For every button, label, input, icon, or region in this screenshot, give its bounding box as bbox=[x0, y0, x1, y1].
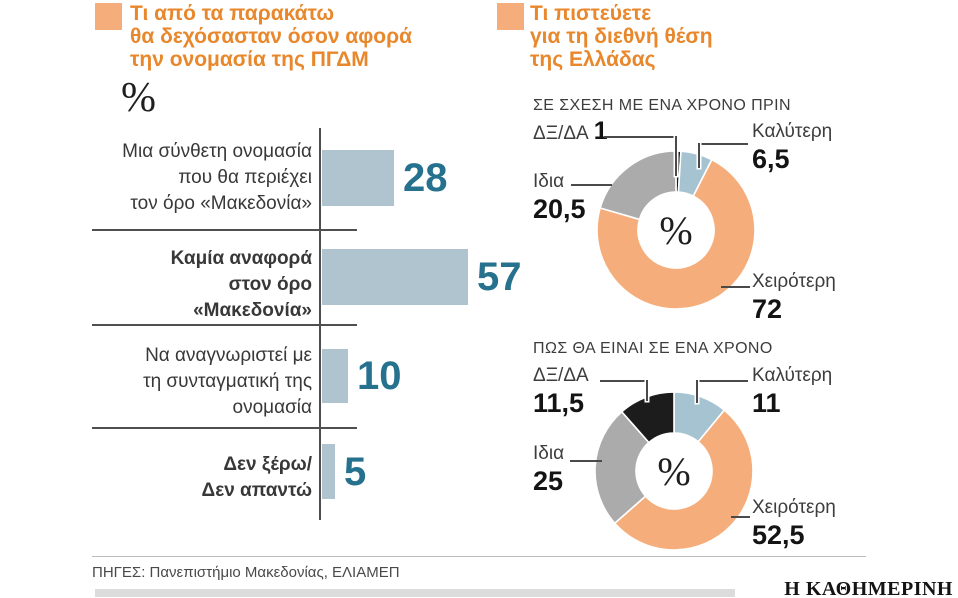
footer-gray-bar bbox=[95, 589, 735, 597]
slice-value: 72 bbox=[752, 294, 783, 324]
bar-value: 28 bbox=[403, 156, 448, 200]
callout-line bbox=[570, 460, 602, 462]
bar-value: 57 bbox=[477, 255, 522, 299]
donut-chart-year-ahead bbox=[594, 391, 754, 551]
bar-dont-know bbox=[322, 444, 335, 499]
slice-label: Καλύτερη bbox=[752, 121, 833, 142]
donut-slice bbox=[613, 409, 754, 551]
slice-label: Καλύτερη bbox=[752, 365, 833, 386]
donut-slice bbox=[594, 410, 650, 525]
bar-constitutional-name bbox=[322, 349, 348, 403]
slice-label: Χειρότερη bbox=[752, 271, 836, 292]
right-title-bullet-square bbox=[497, 3, 524, 30]
slice-value: 11 bbox=[752, 388, 781, 418]
bar-label-constitutional-name: Να αναγνωριστεί με τη συνταγματική της ο… bbox=[143, 345, 312, 418]
callout-line bbox=[721, 286, 750, 288]
donut2-heading: ΠΩΣ ΘΑ ΕΙΝΑΙ ΣΕ ΕΝΑ ΧΡΟΝΟ bbox=[533, 340, 773, 357]
bar-row: 57 bbox=[322, 249, 522, 305]
bar-row: 10 bbox=[322, 349, 402, 403]
donut-slice bbox=[596, 158, 756, 310]
callout-line bbox=[696, 380, 698, 403]
callout-line bbox=[604, 136, 676, 138]
left-chart-title: Τι από τα παρακάτω θα δεχόσασταν όσον αφ… bbox=[130, 2, 413, 71]
bar-no-reference bbox=[322, 249, 468, 305]
slice-label: Ιδια bbox=[533, 171, 565, 192]
callout-line bbox=[600, 380, 647, 382]
sources-text: ΠΗΓΕΣ: Πανεπιστήμιο Μακεδονίας, ΕΛΙΑΜΕΠ bbox=[92, 564, 400, 581]
slice-value: 25 bbox=[533, 466, 564, 496]
callout-line bbox=[699, 143, 748, 145]
slice-value: 11,5 bbox=[533, 388, 585, 418]
slice-label: Ιδια bbox=[533, 443, 565, 464]
donut2-callout-worse: Χειρότερη 52,5 bbox=[752, 497, 836, 551]
callout-line bbox=[675, 136, 677, 176]
slice-value: 52,5 bbox=[752, 520, 805, 550]
slice-label: ΔΞ/ΔΑ bbox=[533, 123, 589, 144]
slice-label: ΔΞ/ΔΑ bbox=[533, 365, 589, 386]
bar-value: 5 bbox=[344, 449, 367, 494]
donut-slice bbox=[620, 391, 675, 444]
slice-value: 6,5 bbox=[752, 144, 790, 174]
left-title-bullet-square bbox=[95, 3, 122, 30]
right-charts-title: Τι πιστεύετε για τη διεθνή θέση της Ελλά… bbox=[530, 2, 713, 71]
row-separator bbox=[92, 229, 357, 231]
donut2-callout-better: Καλύτερη 11 bbox=[752, 365, 833, 419]
row-separator bbox=[92, 324, 357, 326]
donut1-callout-same: Ιδια 20,5 bbox=[533, 171, 586, 225]
callout-line bbox=[571, 184, 612, 186]
donut1-callout-worse: Χειρότερη 72 bbox=[752, 271, 836, 325]
bar-value: 10 bbox=[357, 354, 402, 398]
bar-row: 28 bbox=[322, 150, 448, 206]
slice-value: 1 bbox=[593, 117, 608, 145]
footer-divider-line bbox=[92, 556, 866, 557]
bar-label-dont-know: Δεν ξέρω/ Δεν απαντώ bbox=[201, 454, 312, 501]
callout-line bbox=[646, 380, 648, 401]
slice-value: 20,5 bbox=[533, 194, 586, 224]
donut1-callout-better: Καλύτερη 6,5 bbox=[752, 121, 833, 175]
callout-line bbox=[731, 516, 750, 518]
bar-label-no-reference: Καμία αναφορά στον όρο «Μακεδονία» bbox=[170, 248, 312, 321]
callout-line bbox=[698, 143, 700, 168]
donut-chart-year-ago bbox=[596, 150, 756, 310]
donut1-heading: ΣΕ ΣΧΕΣΗ ΜΕ ΕΝΑ ΧΡΟΝΟ ΠΡΙΝ bbox=[533, 97, 791, 114]
newspaper-logo: Η ΚΑΘΗΜΕΡΙΝΗ bbox=[784, 578, 953, 598]
donut2-callout-dxda: ΔΞ/ΔΑ 11,5 bbox=[533, 365, 589, 419]
left-percent-symbol: % bbox=[121, 75, 156, 121]
row-separator bbox=[92, 427, 357, 429]
bar-composite-name bbox=[322, 150, 394, 206]
bar-label-composite-name: Μια σύνθετη ονομασία που θα περιέχει τον… bbox=[122, 141, 312, 214]
donut1-callout-dxda: ΔΞ/ΔΑ 1 bbox=[533, 117, 608, 145]
donut2-callout-same: Ιδια 25 bbox=[533, 443, 565, 497]
callout-line bbox=[697, 380, 748, 382]
slice-label: Χειρότερη bbox=[752, 497, 836, 518]
bar-row: 5 bbox=[322, 444, 366, 499]
